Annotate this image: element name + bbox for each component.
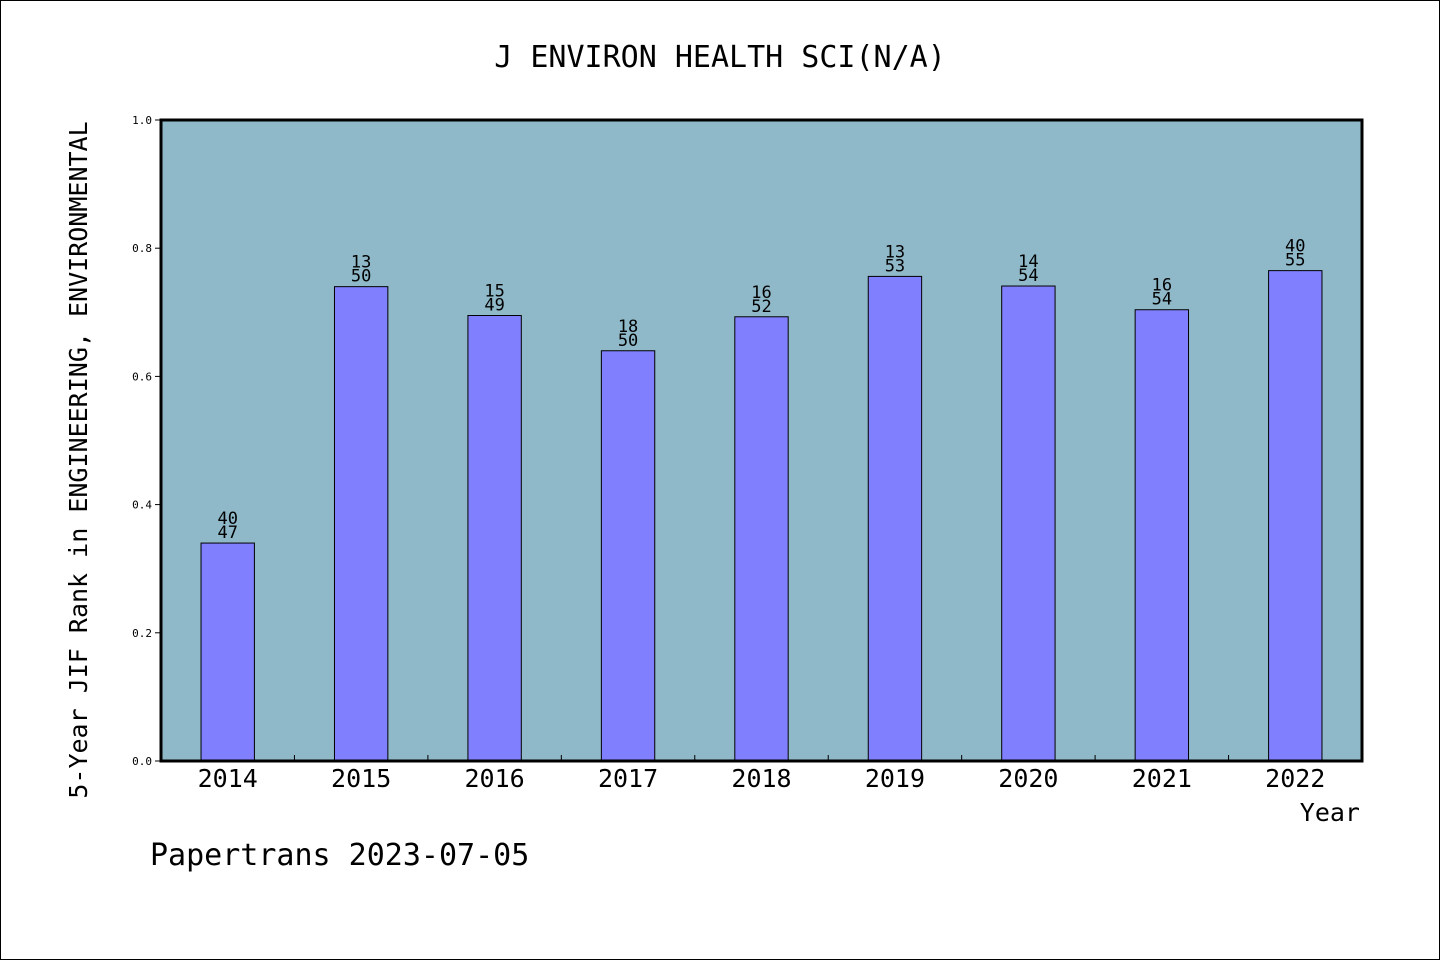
bar-label-bottom-2015: 50 (351, 267, 371, 287)
bar-label-top-2015: 13 (351, 253, 371, 273)
bar-label-top-2017: 18 (618, 317, 638, 337)
bar-2022 (1268, 270, 1323, 762)
y-tick-label-0.6: 0.6 (132, 370, 152, 383)
bar-2015 (333, 286, 389, 762)
bar-2021 (1134, 309, 1190, 762)
x-tick-label-2022: 2022 (1265, 764, 1325, 793)
bar-label-top-2018: 16 (751, 283, 771, 303)
x-tick-label-2015: 2015 (331, 764, 391, 793)
x-axis-ticks: 2014 2015 2016 2017 2018 2019 2020 2021 2022 (198, 755, 1325, 793)
y-tick-label-1.0: 1.0 (132, 114, 152, 127)
bars-layer (200, 270, 1323, 762)
x-tick-label-2019: 2019 (865, 764, 925, 793)
x-axis-label: Year (1300, 798, 1360, 827)
x-tick-label-2016: 2016 (465, 764, 525, 793)
bar-2017 (600, 350, 656, 762)
bar-label-top-2022: 40 (1285, 237, 1305, 257)
chart-title: J ENVIRON HEALTH SCI(N/A) (494, 40, 946, 75)
x-tick-label-2021: 2021 (1132, 764, 1192, 793)
bar-label-bottom-2021: 54 (1152, 290, 1172, 310)
x-tick-label-2018: 2018 (731, 764, 791, 793)
bar-label-top-2016: 15 (484, 282, 504, 302)
bar-label-bottom-2020: 54 (1018, 266, 1038, 286)
plot-border (159, 118, 1364, 763)
bar-label-bottom-2018: 52 (751, 297, 771, 317)
y-axis-ticks: 0.0 0.2 0.4 0.6 0.8 1.0 (132, 114, 161, 768)
bar-label-top-2021: 16 (1152, 276, 1172, 296)
x-tick-label-2020: 2020 (998, 764, 1058, 793)
bar-label-bottom-2022: 55 (1285, 251, 1305, 271)
bar-label-top-2020: 14 (1018, 252, 1038, 272)
y-tick-label-0.2: 0.2 (132, 627, 152, 640)
bar-label-bottom-2017: 50 (618, 331, 638, 351)
bar-2019 (867, 275, 923, 762)
bar-label-bottom-2014: 47 (217, 523, 237, 543)
bar-label-top-2019: 13 (885, 242, 905, 262)
y-tick-label-0.0: 0.0 (132, 755, 152, 768)
bar-2014 (200, 542, 255, 762)
y-axis-label: 5-Year JIF Rank in ENGINEERING, ENVIRONM… (64, 121, 93, 798)
bar-2016 (467, 315, 522, 762)
bar-label-bottom-2019: 53 (885, 256, 905, 276)
bar-label-bottom-2016: 49 (484, 296, 504, 316)
x-tick-label-2014: 2014 (198, 764, 258, 793)
bar-2020 (1001, 285, 1056, 762)
y-tick-label-0.8: 0.8 (132, 242, 152, 255)
bar-2018 (734, 316, 789, 762)
footer-credit: Papertrans 2023-07-05 (150, 838, 529, 873)
y-tick-label-0.4: 0.4 (132, 499, 152, 512)
x-tick-label-2017: 2017 (598, 764, 658, 793)
bar-label-top-2014: 40 (217, 509, 237, 529)
